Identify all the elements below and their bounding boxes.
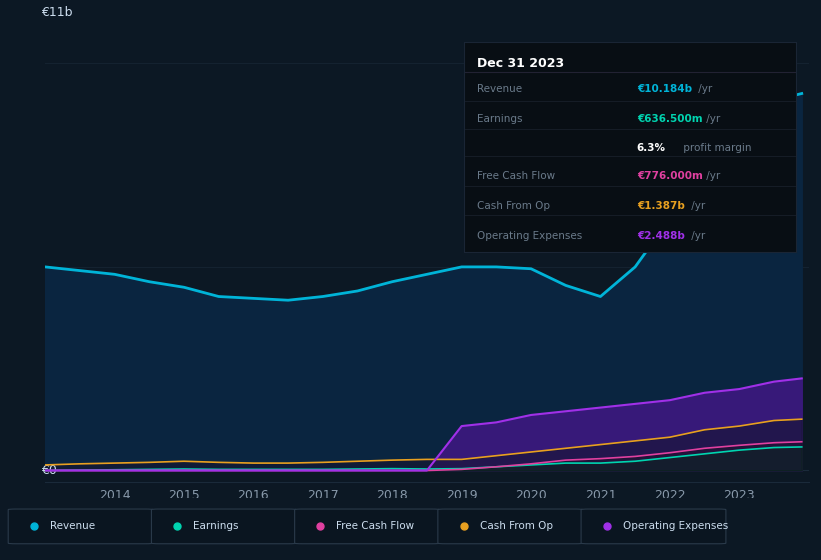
FancyBboxPatch shape — [8, 509, 153, 544]
Text: Free Cash Flow: Free Cash Flow — [477, 171, 555, 181]
Text: Dec 31 2023: Dec 31 2023 — [477, 57, 564, 69]
Text: Free Cash Flow: Free Cash Flow — [337, 521, 415, 531]
Text: /yr: /yr — [688, 231, 705, 241]
Text: €11b: €11b — [41, 6, 73, 18]
FancyBboxPatch shape — [438, 509, 583, 544]
Text: €776.000m: €776.000m — [637, 171, 703, 181]
Text: €0: €0 — [41, 464, 57, 477]
FancyBboxPatch shape — [581, 509, 726, 544]
Text: €2.488b: €2.488b — [637, 231, 685, 241]
Text: Revenue: Revenue — [50, 521, 95, 531]
Text: Earnings: Earnings — [193, 521, 239, 531]
Text: /yr: /yr — [688, 200, 705, 211]
FancyBboxPatch shape — [295, 509, 439, 544]
Text: €1.387b: €1.387b — [637, 200, 685, 211]
Text: €636.500m: €636.500m — [637, 114, 703, 124]
Text: /yr: /yr — [703, 171, 720, 181]
FancyBboxPatch shape — [151, 509, 296, 544]
Text: Cash From Op: Cash From Op — [477, 200, 550, 211]
Text: profit margin: profit margin — [680, 143, 751, 153]
Text: Revenue: Revenue — [477, 84, 522, 94]
Text: Cash From Op: Cash From Op — [479, 521, 553, 531]
Text: Operating Expenses: Operating Expenses — [623, 521, 728, 531]
Text: Operating Expenses: Operating Expenses — [477, 231, 582, 241]
Text: Earnings: Earnings — [477, 114, 523, 124]
Text: /yr: /yr — [703, 114, 720, 124]
Text: 6.3%: 6.3% — [637, 143, 666, 153]
Text: €10.184b: €10.184b — [637, 84, 692, 94]
Text: /yr: /yr — [695, 84, 713, 94]
